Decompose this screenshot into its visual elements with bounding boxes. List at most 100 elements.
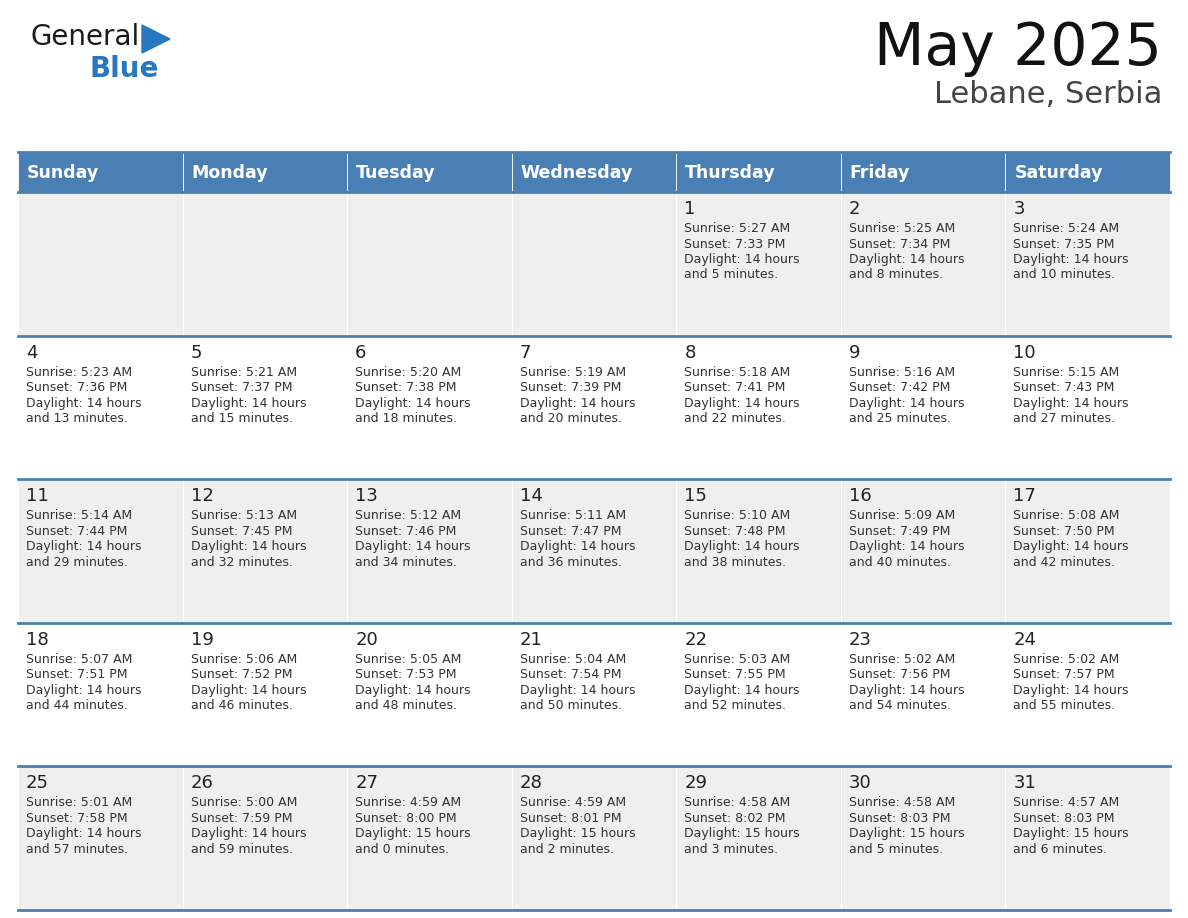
Text: Sunset: 7:52 PM: Sunset: 7:52 PM	[190, 668, 292, 681]
Text: 26: 26	[190, 775, 214, 792]
Bar	[841, 152, 1005, 192]
Text: and 20 minutes.: and 20 minutes.	[519, 412, 621, 425]
Text: Sunset: 7:59 PM: Sunset: 7:59 PM	[190, 812, 292, 825]
Text: 12: 12	[190, 487, 214, 505]
Text: Daylight: 15 hours: Daylight: 15 hours	[1013, 827, 1129, 840]
Text: and 38 minutes.: and 38 minutes.	[684, 555, 786, 568]
Text: Daylight: 15 hours: Daylight: 15 hours	[684, 827, 800, 840]
Text: and 29 minutes.: and 29 minutes.	[26, 555, 128, 568]
Text: 27: 27	[355, 775, 378, 792]
Text: General: General	[30, 23, 139, 51]
Text: and 15 minutes.: and 15 minutes.	[190, 412, 292, 425]
Text: and 32 minutes.: and 32 minutes.	[190, 555, 292, 568]
Text: Sunrise: 4:59 AM: Sunrise: 4:59 AM	[519, 797, 626, 810]
Text: and 34 minutes.: and 34 minutes.	[355, 555, 457, 568]
Text: Daylight: 14 hours: Daylight: 14 hours	[1013, 540, 1129, 554]
Text: Daylight: 14 hours: Daylight: 14 hours	[849, 540, 965, 554]
Text: Daylight: 14 hours: Daylight: 14 hours	[190, 397, 307, 409]
Bar	[676, 767, 841, 910]
Text: Sunrise: 5:03 AM: Sunrise: 5:03 AM	[684, 653, 790, 666]
Polygon shape	[143, 25, 170, 53]
Text: Daylight: 14 hours: Daylight: 14 hours	[519, 540, 636, 554]
Text: and 59 minutes.: and 59 minutes.	[190, 843, 292, 856]
Text: 20: 20	[355, 631, 378, 649]
Text: Tuesday: Tuesday	[356, 164, 436, 182]
Text: Sunset: 7:41 PM: Sunset: 7:41 PM	[684, 381, 785, 394]
Text: Friday: Friday	[849, 164, 910, 182]
Text: and 36 minutes.: and 36 minutes.	[519, 555, 621, 568]
Text: Daylight: 14 hours: Daylight: 14 hours	[1013, 253, 1129, 266]
Bar	[512, 479, 676, 622]
Text: Sunrise: 4:57 AM: Sunrise: 4:57 AM	[1013, 797, 1119, 810]
Text: Sunset: 7:53 PM: Sunset: 7:53 PM	[355, 668, 456, 681]
Text: Sunrise: 5:10 AM: Sunrise: 5:10 AM	[684, 509, 790, 522]
Bar	[347, 336, 512, 479]
Bar	[1005, 152, 1170, 192]
Text: Sunrise: 5:00 AM: Sunrise: 5:00 AM	[190, 797, 297, 810]
Bar	[676, 622, 841, 767]
Text: Sunset: 7:58 PM: Sunset: 7:58 PM	[26, 812, 127, 825]
Text: Sunrise: 5:16 AM: Sunrise: 5:16 AM	[849, 365, 955, 378]
Bar	[1005, 622, 1170, 767]
Text: Daylight: 14 hours: Daylight: 14 hours	[849, 397, 965, 409]
Text: 31: 31	[1013, 775, 1036, 792]
Text: Sunset: 8:03 PM: Sunset: 8:03 PM	[849, 812, 950, 825]
Text: 21: 21	[519, 631, 543, 649]
Text: Sunset: 8:03 PM: Sunset: 8:03 PM	[1013, 812, 1114, 825]
Text: Sunset: 7:55 PM: Sunset: 7:55 PM	[684, 668, 786, 681]
Bar	[347, 622, 512, 767]
Bar	[841, 767, 1005, 910]
Text: 28: 28	[519, 775, 543, 792]
Text: Sunset: 7:44 PM: Sunset: 7:44 PM	[26, 525, 127, 538]
Text: Saturday: Saturday	[1015, 164, 1102, 182]
Bar	[676, 152, 841, 192]
Text: Daylight: 14 hours: Daylight: 14 hours	[26, 827, 141, 840]
Text: 25: 25	[26, 775, 49, 792]
Bar	[841, 192, 1005, 336]
Text: Daylight: 15 hours: Daylight: 15 hours	[519, 827, 636, 840]
Bar	[1005, 336, 1170, 479]
Text: Sunset: 8:01 PM: Sunset: 8:01 PM	[519, 812, 621, 825]
Text: Daylight: 14 hours: Daylight: 14 hours	[355, 684, 470, 697]
Text: Sunset: 7:47 PM: Sunset: 7:47 PM	[519, 525, 621, 538]
Text: 2: 2	[849, 200, 860, 218]
Text: Thursday: Thursday	[685, 164, 776, 182]
Text: Daylight: 14 hours: Daylight: 14 hours	[519, 397, 636, 409]
Text: May 2025: May 2025	[874, 20, 1162, 77]
Text: 15: 15	[684, 487, 707, 505]
Bar	[183, 192, 347, 336]
Bar	[18, 192, 183, 336]
Text: 1: 1	[684, 200, 696, 218]
Text: Blue: Blue	[90, 55, 159, 83]
Text: 30: 30	[849, 775, 872, 792]
Bar	[183, 336, 347, 479]
Text: Daylight: 14 hours: Daylight: 14 hours	[26, 540, 141, 554]
Text: Sunset: 7:56 PM: Sunset: 7:56 PM	[849, 668, 950, 681]
Text: 14: 14	[519, 487, 543, 505]
Bar	[1005, 767, 1170, 910]
Text: Daylight: 14 hours: Daylight: 14 hours	[849, 253, 965, 266]
Text: Sunrise: 5:02 AM: Sunrise: 5:02 AM	[1013, 653, 1119, 666]
Text: 8: 8	[684, 343, 696, 362]
Text: Sunrise: 4:58 AM: Sunrise: 4:58 AM	[684, 797, 790, 810]
Text: Sunrise: 5:27 AM: Sunrise: 5:27 AM	[684, 222, 790, 235]
Text: Daylight: 15 hours: Daylight: 15 hours	[355, 827, 470, 840]
Text: Sunset: 8:00 PM: Sunset: 8:00 PM	[355, 812, 456, 825]
Text: Daylight: 14 hours: Daylight: 14 hours	[26, 684, 141, 697]
Bar	[183, 152, 347, 192]
Text: Sunset: 7:37 PM: Sunset: 7:37 PM	[190, 381, 292, 394]
Text: and 44 minutes.: and 44 minutes.	[26, 700, 128, 712]
Text: Daylight: 15 hours: Daylight: 15 hours	[849, 827, 965, 840]
Bar	[676, 192, 841, 336]
Text: 22: 22	[684, 631, 707, 649]
Bar	[18, 622, 183, 767]
Bar	[183, 479, 347, 622]
Text: Sunset: 7:54 PM: Sunset: 7:54 PM	[519, 668, 621, 681]
Text: Sunrise: 4:58 AM: Sunrise: 4:58 AM	[849, 797, 955, 810]
Bar	[183, 767, 347, 910]
Text: Sunrise: 5:06 AM: Sunrise: 5:06 AM	[190, 653, 297, 666]
Text: Sunset: 7:35 PM: Sunset: 7:35 PM	[1013, 238, 1114, 251]
Text: and 3 minutes.: and 3 minutes.	[684, 843, 778, 856]
Text: and 22 minutes.: and 22 minutes.	[684, 412, 786, 425]
Bar	[347, 767, 512, 910]
